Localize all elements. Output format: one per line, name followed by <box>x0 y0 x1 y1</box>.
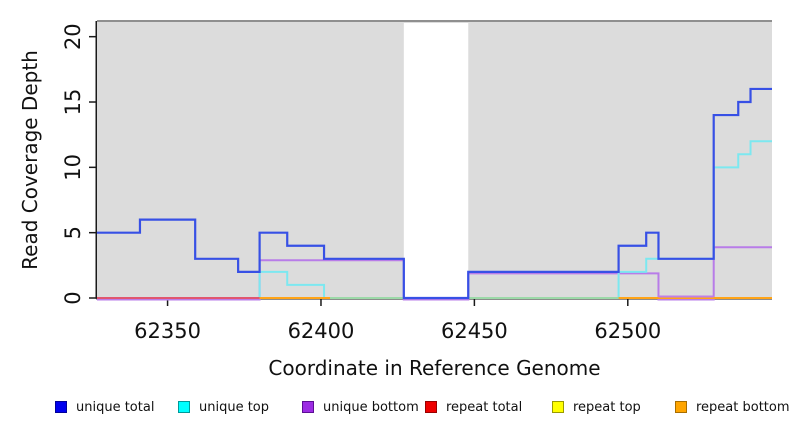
legend-label: repeat bottom <box>696 399 790 415</box>
legend-swatch-unique-top-icon <box>178 401 190 413</box>
legend-swatch-repeat-top-icon <box>552 401 564 413</box>
legend-label: unique bottom <box>323 399 419 415</box>
series-unique-total <box>97 87 772 300</box>
legend-label: repeat top <box>573 399 641 415</box>
legend-item-repeat-bottom: repeat bottom <box>675 398 790 416</box>
y-tick-label: 0 <box>61 291 85 304</box>
legend-item-unique-bottom: unique bottom <box>302 398 419 416</box>
x-tick-label: 62350 <box>134 319 201 343</box>
legend-swatch-repeat-total-icon <box>425 401 437 413</box>
y-tick-label: 5 <box>61 226 85 239</box>
x-tick-label: 62450 <box>441 319 508 343</box>
legend-label: unique top <box>199 399 270 415</box>
legend-label: repeat total <box>446 399 523 415</box>
legend-item-unique-total: unique total <box>55 398 154 416</box>
x-tick-label: 62400 <box>288 319 355 343</box>
x-tick-label: 62500 <box>594 319 661 343</box>
x-axis-title: Coordinate in Reference Genome <box>268 356 601 380</box>
series-unique-top <box>97 140 772 299</box>
masked-region <box>403 23 469 297</box>
legend-swatch-repeat-bottom-icon <box>675 401 687 413</box>
y-tick-label: 20 <box>61 23 85 50</box>
legend-item-unique-top: unique top <box>178 398 269 416</box>
legend: unique total unique top unique bottom repea… <box>0 398 792 420</box>
y-axis-title: Read Coverage Depth <box>18 50 42 270</box>
y-tick-label: 15 <box>61 89 85 116</box>
legend-swatch-unique-total-icon <box>55 401 67 413</box>
y-tick-label: 10 <box>61 154 85 181</box>
legend-label: unique total <box>76 399 155 415</box>
legend-swatch-unique-bottom-icon <box>302 401 314 413</box>
legend-item-repeat-top: repeat top <box>552 398 641 416</box>
legend-item-repeat-total: repeat total <box>425 398 522 416</box>
